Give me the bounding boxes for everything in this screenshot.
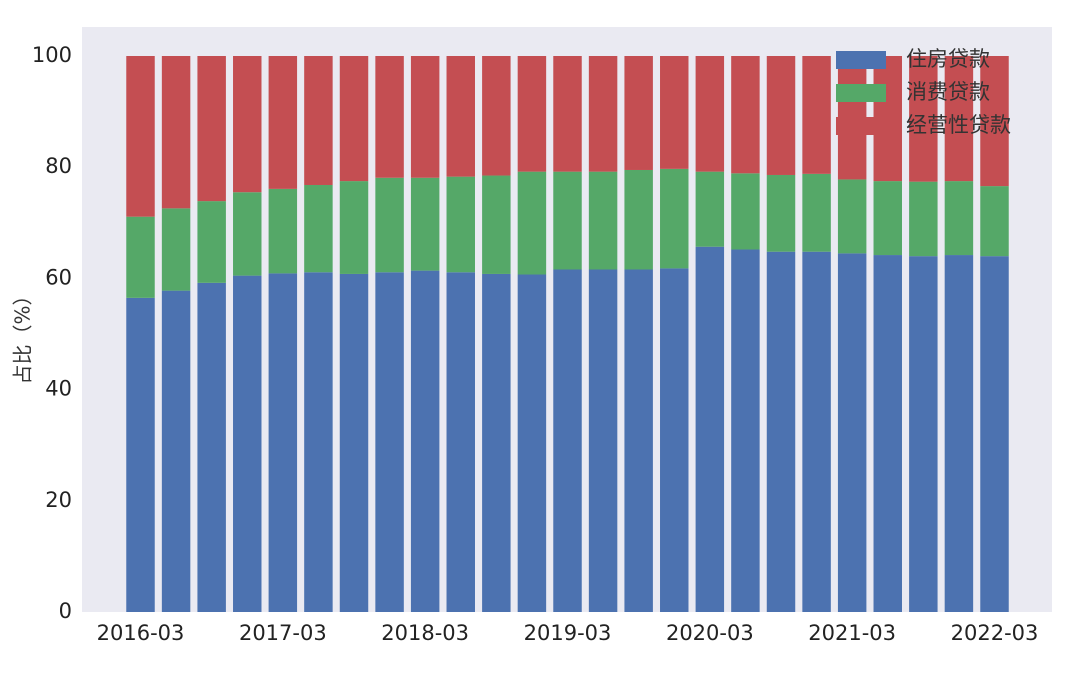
- x-axis-ticks: 2016-03 2017-03 2018-03 2019-03 2020-03 2021-…: [97, 621, 1039, 645]
- x-tick-label: 2019-03: [524, 621, 612, 645]
- x-tick-label: 2018-03: [381, 621, 469, 645]
- bar-2016-06-series-0: [161, 290, 191, 612]
- bar-2019-03-series-2: [553, 56, 582, 172]
- bar-2019-09-series-2: [624, 56, 653, 170]
- bar-2019-03-series-0: [553, 269, 582, 612]
- legend-swatch: [836, 84, 886, 102]
- bar-2019-12-series-0: [660, 268, 689, 612]
- bar-2021-12-series-1: [944, 181, 974, 256]
- bar-2020-09-series-1: [766, 174, 796, 252]
- bar-2020-06-series-2: [731, 56, 760, 174]
- bar-2020-03-series-1: [695, 171, 725, 247]
- bar-2018-09-series-1: [482, 175, 511, 274]
- bar-2016-09-series-0: [197, 282, 226, 612]
- bar-2021-03-series-0: [837, 253, 867, 612]
- bar-2017-03-series-1: [268, 188, 298, 274]
- bar-2017-06-series-0: [304, 272, 333, 612]
- bar-2020-06-series-1: [731, 173, 760, 250]
- bar-2016-12-series-0: [233, 275, 262, 612]
- bar-2016-09-series-2: [197, 56, 226, 202]
- bar-2017-03-series-0: [268, 273, 298, 612]
- bar-2017-12-series-0: [375, 272, 404, 612]
- bar-2021-09-series-0: [909, 256, 938, 612]
- legend-label: 住房贷款: [906, 47, 990, 71]
- bar-2016-03-series-2: [126, 56, 155, 217]
- bar-2020-03-series-2: [695, 56, 725, 172]
- x-tick-label: 2022-03: [951, 621, 1039, 645]
- y-axis-label: 占比（%）: [11, 285, 35, 384]
- bar-2018-12-series-0: [517, 274, 547, 612]
- bar-2017-09-series-0: [339, 273, 369, 612]
- y-tick-label: 80: [45, 154, 72, 178]
- y-tick-label: 40: [45, 377, 72, 401]
- bar-2018-06-series-1: [446, 176, 475, 273]
- bar-2019-06-series-0: [588, 269, 618, 612]
- bar-2019-06-series-1: [588, 171, 618, 270]
- x-tick-label: 2017-03: [239, 621, 327, 645]
- bar-2018-03-series-2: [410, 56, 440, 178]
- bar-2021-09-series-1: [909, 181, 938, 257]
- bar-2019-09-series-0: [624, 269, 653, 612]
- legend-swatch: [836, 51, 886, 69]
- x-tick-label: 2016-03: [97, 621, 185, 645]
- bar-2021-12-series-0: [944, 255, 974, 613]
- bar-2018-12-series-2: [517, 56, 547, 172]
- bar-2016-03-series-1: [126, 216, 155, 298]
- bar-2022-03-series-0: [980, 256, 1009, 612]
- y-axis-ticks: 0 20 40 60 80 100: [32, 43, 72, 623]
- bar-2017-06-series-1: [304, 184, 333, 273]
- bar-2017-06-series-2: [304, 56, 333, 185]
- x-tick-label: 2021-03: [808, 621, 896, 645]
- bar-2019-03-series-1: [553, 171, 582, 270]
- y-tick-label: 100: [32, 43, 72, 67]
- bar-2019-12-series-2: [660, 56, 689, 169]
- bar-2020-06-series-0: [731, 249, 760, 613]
- bar-2020-03-series-0: [695, 246, 725, 612]
- bar-2020-12-series-1: [802, 173, 831, 252]
- y-tick-label: 60: [45, 265, 72, 289]
- bar-2018-03-series-1: [410, 177, 440, 271]
- bar-2016-12-series-2: [233, 56, 262, 193]
- bar-2020-09-series-2: [766, 56, 796, 175]
- bar-2021-12-series-2: [944, 56, 974, 182]
- bars-group: [126, 56, 1009, 613]
- bar-2017-03-series-2: [268, 56, 298, 189]
- bar-2016-06-series-2: [161, 56, 191, 209]
- legend-label: 经营性贷款: [906, 113, 1011, 137]
- bar-2018-03-series-0: [410, 270, 440, 612]
- bar-2017-12-series-2: [375, 56, 404, 178]
- bar-2020-09-series-0: [766, 251, 796, 612]
- legend-swatch: [836, 117, 886, 135]
- bar-2021-06-series-0: [873, 255, 902, 613]
- y-tick-label: 0: [59, 599, 72, 623]
- bar-2018-12-series-1: [517, 171, 547, 275]
- bar-2016-06-series-1: [161, 208, 191, 291]
- bar-2019-12-series-1: [660, 168, 689, 269]
- bar-2016-09-series-1: [197, 201, 226, 283]
- bar-2016-12-series-1: [233, 192, 262, 276]
- bar-2018-09-series-0: [482, 273, 511, 612]
- bar-2018-06-series-0: [446, 272, 475, 612]
- bar-2022-03-series-2: [980, 56, 1009, 187]
- bar-2017-12-series-1: [375, 177, 404, 273]
- bar-2018-09-series-2: [482, 56, 511, 176]
- bar-2017-09-series-2: [339, 56, 369, 182]
- bar-2019-06-series-2: [588, 56, 618, 172]
- bar-2021-06-series-1: [873, 181, 902, 256]
- bar-2019-09-series-1: [624, 169, 653, 270]
- bar-2021-03-series-1: [837, 179, 867, 254]
- bar-2021-09-series-2: [909, 56, 938, 182]
- bar-2017-09-series-1: [339, 181, 369, 274]
- bar-2016-03-series-0: [126, 297, 155, 612]
- bar-2022-03-series-1: [980, 186, 1009, 257]
- x-tick-label: 2020-03: [666, 621, 754, 645]
- bar-2020-12-series-2: [802, 56, 831, 174]
- legend-label: 消费贷款: [906, 80, 990, 104]
- bar-2018-06-series-2: [446, 56, 475, 177]
- bar-2020-12-series-0: [802, 251, 831, 612]
- y-tick-label: 20: [45, 488, 72, 512]
